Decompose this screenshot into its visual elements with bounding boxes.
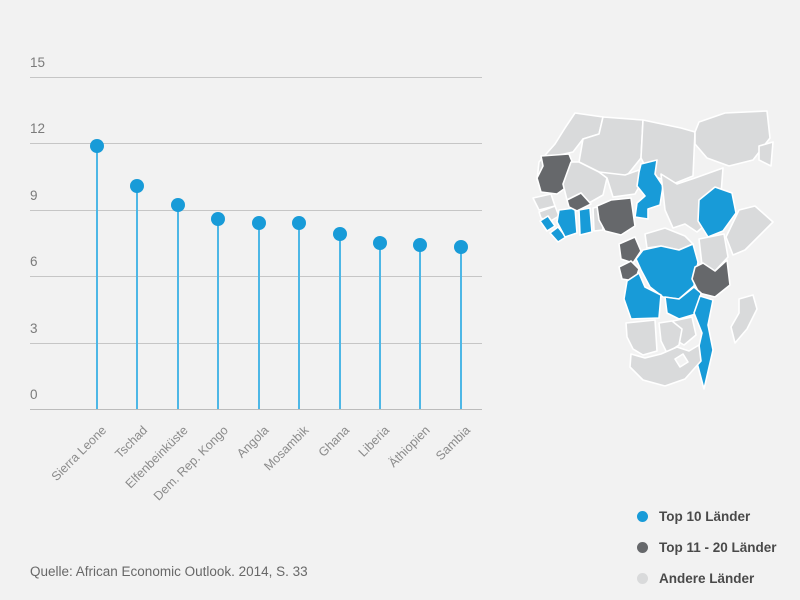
- y-tick-label: 15: [30, 55, 46, 70]
- y-tick-label: 0: [30, 387, 38, 402]
- x-axis-label: Sambia: [433, 423, 474, 464]
- gridline: [30, 209, 482, 211]
- legend-swatch-top10: [637, 510, 648, 522]
- x-axis-label: Ghana: [315, 423, 353, 460]
- lollipop-stem: [298, 223, 300, 409]
- lollipop-stem: [459, 247, 462, 409]
- map-region-sierra-leone: [539, 215, 556, 232]
- lollipop-stem: [378, 243, 381, 409]
- map-region-angola: [623, 272, 662, 320]
- map-region-namibia: [625, 319, 658, 356]
- map-region-ethiopia: [697, 186, 737, 238]
- data-point-dot: [413, 238, 428, 253]
- gridline: [30, 77, 482, 78]
- x-axis-label: Angola: [233, 423, 272, 461]
- map-region-somalia: [725, 205, 774, 256]
- data-point-dot: [170, 198, 185, 213]
- data-point-dot: [332, 227, 347, 242]
- map-region-chad: [634, 159, 664, 220]
- map-region-egypt: [694, 110, 771, 167]
- legend: Top 10 Länder Top 11 - 20 Länder Andere Lä…: [637, 509, 777, 600]
- map-region-arabia: [758, 141, 774, 167]
- x-axis-label: Liberia: [356, 423, 393, 460]
- data-point-dot: [90, 138, 104, 153]
- data-point-dot: [292, 216, 306, 231]
- gridline: [30, 276, 482, 278]
- map-region-burkina-faso: [566, 192, 592, 212]
- lollipop-stem: [136, 185, 139, 409]
- lollipop-stem: [176, 205, 179, 409]
- map-region-botswana: [658, 320, 683, 354]
- lollipop-stem: [217, 218, 220, 409]
- legend-item: Top 11 - 20 Länder: [637, 539, 777, 555]
- lollipop-stem: [419, 245, 422, 409]
- gridline: [30, 143, 482, 145]
- x-axis-label: Tschad: [112, 423, 151, 462]
- legend-item: Andere Länder: [637, 570, 777, 586]
- source-caption: Quelle: African Economic Outlook. 2014, …: [30, 564, 308, 579]
- gridline: [30, 409, 482, 410]
- map-region-nigeria: [596, 197, 636, 236]
- y-tick-label: 12: [30, 121, 46, 137]
- lollipop-stem: [338, 234, 341, 409]
- data-point-dot: [453, 240, 468, 255]
- legend-label: Top 10 Länder: [659, 508, 751, 524]
- x-axis-label: Äthiopien: [386, 423, 433, 470]
- africa-map: [532, 110, 774, 390]
- lollipop-stem: [257, 223, 260, 409]
- y-tick-label: 9: [30, 187, 38, 203]
- map-region-madagascar: [730, 294, 758, 344]
- map-region-lesotho: [674, 353, 689, 368]
- x-axis-label: Dem. Rep. Kongo: [150, 423, 231, 504]
- map-region-tanzania: [691, 259, 731, 298]
- legend-label: Top 11 - 20 Länder: [659, 539, 777, 555]
- y-tick-label: 6: [30, 254, 38, 270]
- map-region-mali: [562, 161, 608, 204]
- data-point-dot: [211, 211, 226, 226]
- map-region-ghana: [578, 207, 593, 236]
- map-region-mozambique: [693, 295, 714, 390]
- legend-label: Andere Länder: [659, 570, 755, 586]
- y-tick-label: 3: [30, 320, 38, 336]
- data-point-dot: [251, 216, 266, 231]
- lollipop-stem: [96, 145, 98, 409]
- data-point-dot: [130, 178, 145, 193]
- legend-swatch-top11_20: [637, 541, 648, 553]
- x-axis-label: Sierra Leone: [49, 423, 110, 484]
- legend-item: Top 10 Länder: [637, 508, 777, 524]
- legend-swatch-other: [637, 572, 648, 584]
- gridline: [30, 342, 482, 344]
- data-point-dot: [372, 236, 387, 250]
